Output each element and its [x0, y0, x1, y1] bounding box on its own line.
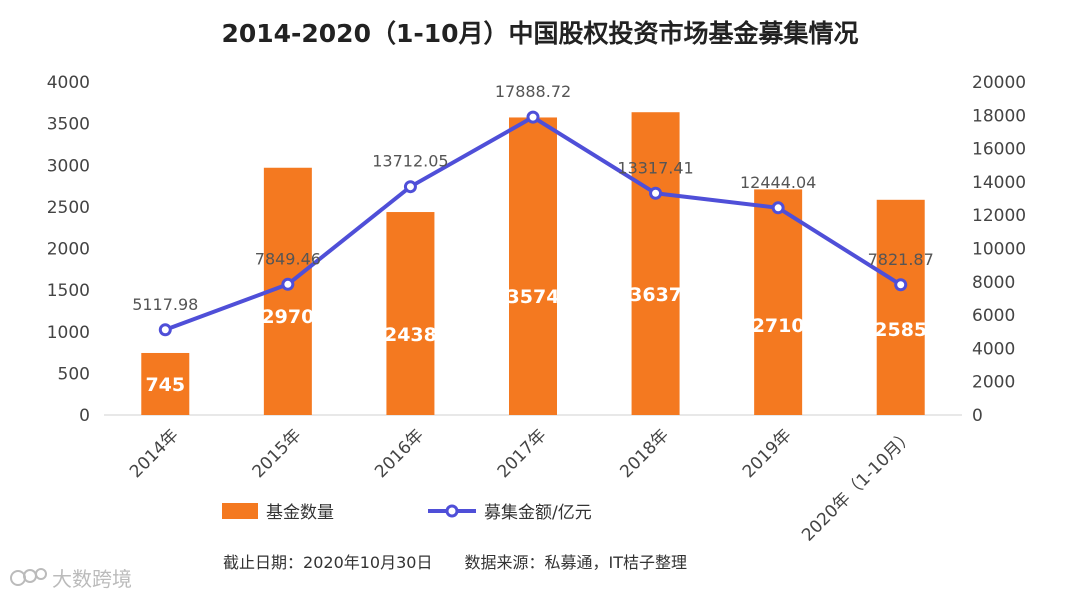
- left-axis-tick-label: 500: [58, 364, 90, 384]
- bar: [509, 117, 557, 415]
- bar: [876, 199, 925, 415]
- x-axis-tick-label: 2019年: [739, 425, 796, 482]
- right-axis-tick-label: 2000: [972, 373, 1015, 393]
- x-axis-tick-label: 2020年（1-10月）: [798, 425, 918, 545]
- bar-data-label: 2585: [874, 319, 927, 341]
- right-axis-tick-label: 0: [972, 406, 983, 426]
- x-axis-tick-label: 2014年: [126, 425, 183, 482]
- left-axis-tick-label: 3500: [47, 115, 90, 135]
- right-axis-tick-label: 20000: [972, 73, 1026, 93]
- x-axis-tick-label: 2018年: [616, 425, 673, 482]
- bar-data-label: 2970: [261, 306, 314, 328]
- left-axis-tick-label: 1000: [47, 323, 90, 343]
- watermark-logo-icon: [10, 568, 47, 586]
- line-point: [281, 277, 295, 291]
- left-axis-tick-label: 3000: [47, 156, 90, 176]
- bar: [141, 352, 190, 415]
- line-point: [158, 323, 172, 337]
- left-axis-tick-label: 2000: [47, 240, 90, 260]
- bar-data-label: 2438: [384, 324, 437, 346]
- right-axis-tick-label: 14000: [972, 173, 1026, 193]
- left-axis-tick-label: 0: [79, 406, 90, 426]
- right-axis: 0 2000 4000 6000 8000 10000 12000 14000 16000 180…: [972, 73, 1026, 426]
- right-axis-tick-label: 8000: [972, 273, 1015, 293]
- x-axis-tick-label: 2015年: [249, 425, 306, 482]
- left-axis-tick-label: 2500: [47, 198, 90, 218]
- line-point: [403, 180, 417, 194]
- line-data-label: 13712.05: [372, 152, 448, 171]
- left-axis-tick-label: 1500: [47, 281, 90, 301]
- line-data-label: 13317.41: [617, 158, 693, 177]
- legend-swatch-point: [445, 504, 459, 518]
- bar-data-label: 745: [145, 374, 185, 396]
- line-data-label: 5117.98: [132, 295, 198, 314]
- legend-label: 募集金额/亿元: [484, 503, 592, 523]
- line-point: [771, 201, 785, 215]
- right-axis-tick-label: 10000: [972, 240, 1026, 260]
- bar: [386, 212, 435, 415]
- line-data-label: 17888.72: [495, 82, 571, 101]
- line-point: [894, 278, 908, 292]
- line-data-label: 7821.87: [868, 250, 934, 269]
- right-axis-tick-label: 16000: [972, 140, 1026, 160]
- line-point: [649, 186, 663, 200]
- left-axis: 0 500 1000 1500 2000 2500 3000 3500 4000: [47, 73, 90, 426]
- watermark: 大数跨境: [10, 567, 132, 591]
- bar-series: 745 2970 2438 3574 3637 2710 2585: [141, 112, 927, 415]
- legend: 基金数量 募集金额/亿元: [222, 503, 592, 523]
- bar-data-label: 2710: [752, 315, 805, 337]
- line-point: [526, 110, 540, 124]
- right-axis-tick-label: 18000: [972, 106, 1026, 126]
- right-axis-tick-label: 4000: [972, 339, 1015, 359]
- bar: [631, 112, 680, 415]
- x-axis: 2014年 2015年 2016年 2017年 2018年 2019年 2020年（1-10…: [104, 414, 962, 546]
- line-series: 5117.98 7849.46 13712.05 17888.72 13317.41 12…: [132, 82, 934, 337]
- right-axis-tick-label: 12000: [972, 206, 1026, 226]
- watermark-text: 大数跨境: [52, 567, 132, 591]
- line-data-label: 12444.04: [740, 173, 816, 192]
- bar: [754, 189, 803, 415]
- left-axis-tick-label: 4000: [47, 73, 90, 93]
- bar-data-label: 3637: [629, 284, 682, 306]
- x-axis-tick-label: 2016年: [371, 425, 428, 482]
- chart-title: 2014-2020（1-10月）中国股权投资市场基金募集情况: [221, 19, 858, 48]
- bar-data-label: 3574: [507, 286, 560, 308]
- x-axis-tick-label: 2017年: [494, 425, 551, 482]
- footer-source-note: 截止日期：2020年10月30日 数据来源：私募通，IT桔子整理: [223, 553, 687, 572]
- line-data-label: 7849.46: [255, 249, 321, 268]
- legend-label: 基金数量: [266, 503, 334, 523]
- legend-swatch-bar: [222, 503, 258, 519]
- right-axis-tick-label: 6000: [972, 306, 1015, 326]
